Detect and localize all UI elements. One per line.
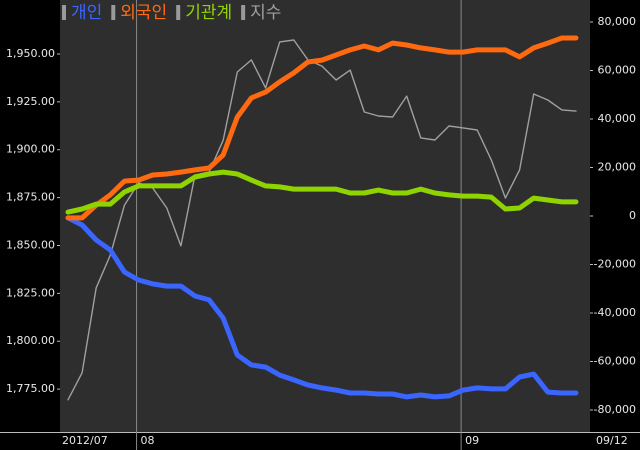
series-line (65, 35, 579, 221)
y2-tick-label: -60,000 (594, 355, 636, 368)
x-tick-label: 09/12 (596, 434, 628, 447)
legend-label: 외국인 (120, 3, 167, 23)
legend-label: 기관계 (185, 3, 232, 23)
y-tick-label: 1,775.00 (6, 382, 55, 395)
y2-tick-label: -20,000 (594, 258, 636, 271)
y2-tick-label: 0 (629, 209, 636, 222)
y2-tick-label: -80,000 (594, 403, 636, 416)
series-line (65, 215, 579, 400)
y-tick-label: 1,875.00 (6, 191, 55, 204)
x-tick-label: 2012/07 (62, 434, 108, 447)
y-tick-label: 1,850.00 (6, 238, 55, 251)
y2-tick-label: 40,000 (598, 112, 637, 125)
y2-tick-label: 60,000 (598, 63, 637, 76)
plot-area (60, 0, 590, 432)
y-tick-label: 1,950.00 (6, 47, 55, 60)
legend-marker (176, 5, 181, 20)
legend-label: 지수 (250, 3, 281, 23)
legend-marker (241, 5, 246, 20)
x-tick-label: 09 (465, 434, 479, 447)
y-tick-label: 1,825.00 (6, 286, 55, 299)
legend-marker (111, 5, 116, 20)
y2-tick-label: 80,000 (598, 15, 637, 28)
y-tick-label: 1,800.00 (6, 334, 55, 347)
legend-label: 개인 (71, 3, 102, 23)
y2-tick-label: -40,000 (594, 306, 636, 319)
series-line (65, 169, 579, 215)
legend-marker (62, 5, 66, 20)
y-tick-label: 1,925.00 (6, 95, 55, 108)
y2-tick-label: 20,000 (598, 160, 637, 173)
x-tick-label: 08 (141, 434, 155, 447)
y-tick-label: 1,900.00 (6, 143, 55, 156)
